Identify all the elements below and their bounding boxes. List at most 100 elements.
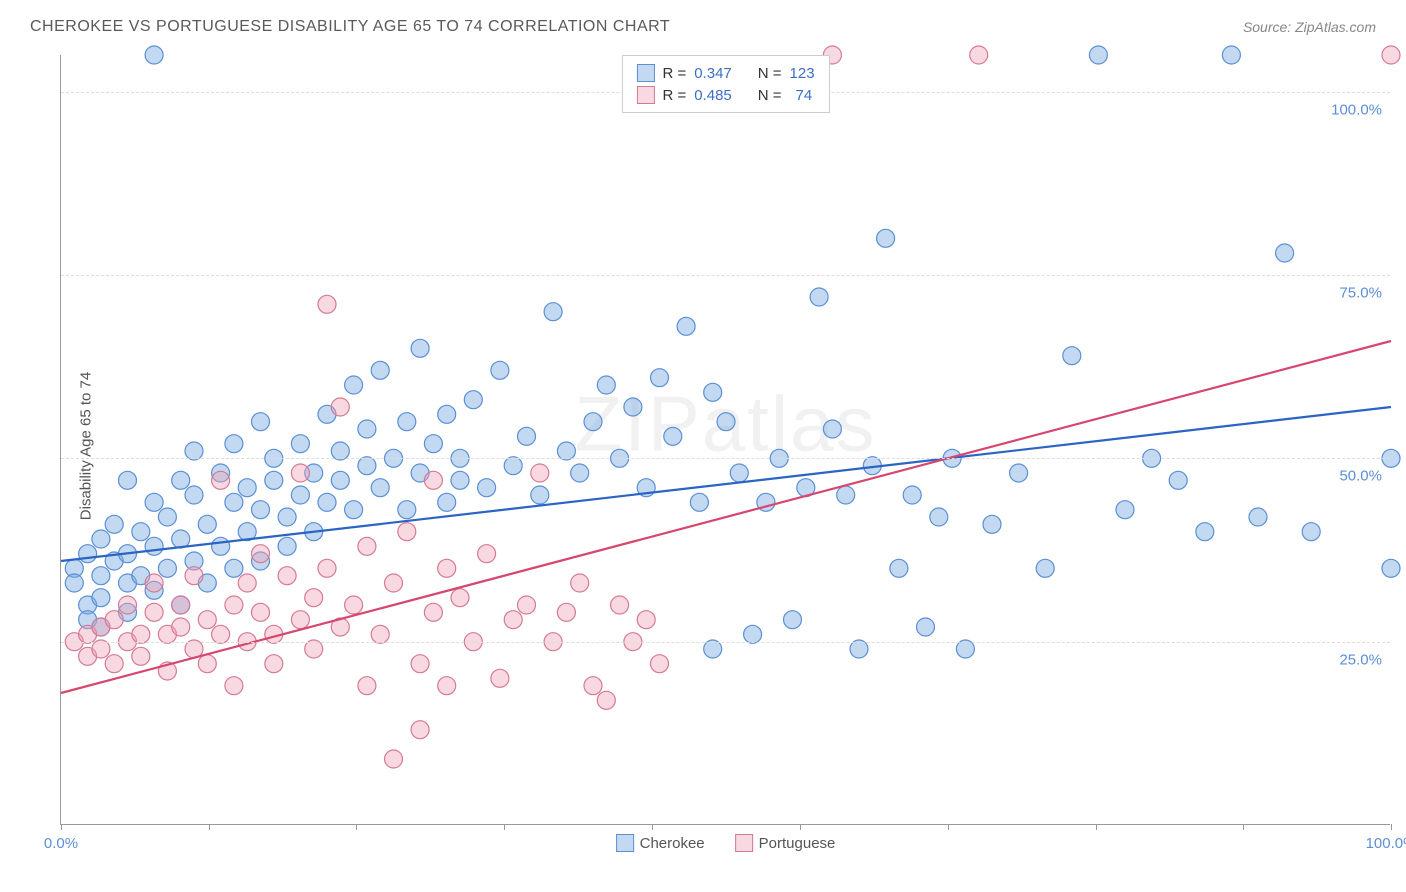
data-point: [411, 655, 429, 673]
data-point: [145, 46, 163, 64]
data-point: [172, 530, 190, 548]
data-point: [198, 655, 216, 673]
data-point: [185, 567, 203, 585]
data-point: [544, 303, 562, 321]
data-point: [584, 413, 602, 431]
data-point: [837, 486, 855, 504]
data-point: [225, 596, 243, 614]
data-point: [132, 523, 150, 541]
data-point: [145, 537, 163, 555]
data-point: [238, 574, 256, 592]
data-point: [371, 361, 389, 379]
data-point: [172, 596, 190, 614]
data-point: [345, 376, 363, 394]
data-point: [810, 288, 828, 306]
source-name: ZipAtlas.com: [1295, 19, 1376, 35]
data-point: [597, 691, 615, 709]
data-point: [491, 669, 509, 687]
r-label: R =: [662, 87, 686, 104]
data-point: [265, 471, 283, 489]
data-point: [983, 515, 1001, 533]
data-point: [877, 229, 895, 247]
data-point: [132, 625, 150, 643]
data-point: [464, 391, 482, 409]
data-point: [145, 574, 163, 592]
data-point: [1169, 471, 1187, 489]
legend-item-cherokee: Cherokee: [616, 834, 705, 852]
data-point: [504, 457, 522, 475]
data-point: [1196, 523, 1214, 541]
data-point: [930, 508, 948, 526]
data-point: [278, 508, 296, 526]
data-point: [291, 611, 309, 629]
data-point: [252, 413, 270, 431]
data-point: [411, 339, 429, 357]
data-point: [212, 537, 230, 555]
data-point: [478, 479, 496, 497]
data-point: [198, 611, 216, 629]
n-label: N =: [758, 87, 782, 104]
data-point: [358, 457, 376, 475]
data-point: [105, 611, 123, 629]
data-point: [145, 493, 163, 511]
data-point: [252, 501, 270, 519]
data-point: [318, 295, 336, 313]
data-point: [704, 640, 722, 658]
y-tick-label: 75.0%: [1339, 285, 1382, 302]
data-point: [717, 413, 735, 431]
x-tick: [948, 824, 949, 830]
data-point: [823, 420, 841, 438]
x-tick-label-max: 100.0%: [1366, 835, 1406, 852]
data-point: [451, 471, 469, 489]
chart-canvas: [61, 55, 1390, 824]
data-point: [597, 376, 615, 394]
data-point: [531, 464, 549, 482]
data-point: [65, 574, 83, 592]
series-legend: Cherokee Portuguese: [616, 834, 836, 852]
r-value-portuguese: 0.485: [694, 87, 732, 104]
data-point: [1036, 559, 1054, 577]
data-point: [1302, 523, 1320, 541]
data-point: [784, 611, 802, 629]
data-point: [557, 603, 575, 621]
data-point: [119, 471, 137, 489]
n-value-cherokee: 123: [790, 65, 815, 82]
legend-label-portuguese: Portuguese: [759, 835, 836, 852]
x-tick: [61, 824, 62, 830]
data-point: [677, 317, 695, 335]
data-point: [92, 530, 110, 548]
source-attribution: Source: ZipAtlas.com: [1243, 19, 1376, 35]
data-point: [1089, 46, 1107, 64]
data-point: [956, 640, 974, 658]
y-tick-label: 25.0%: [1339, 651, 1382, 668]
x-tick: [209, 824, 210, 830]
data-point: [398, 523, 416, 541]
x-tick: [504, 824, 505, 830]
data-point: [305, 589, 323, 607]
chart-title: CHEROKEE VS PORTUGUESE DISABILITY AGE 65…: [30, 18, 670, 36]
data-point: [172, 471, 190, 489]
data-point: [850, 640, 868, 658]
data-point: [212, 625, 230, 643]
data-point: [92, 589, 110, 607]
data-point: [651, 369, 669, 387]
data-point: [624, 398, 642, 416]
correlation-legend: R = 0.347 N = 123 R = 0.485 N = 74: [621, 55, 829, 113]
data-point: [1222, 46, 1240, 64]
data-point: [518, 596, 536, 614]
data-point: [158, 559, 176, 577]
data-point: [331, 398, 349, 416]
data-point: [371, 625, 389, 643]
data-point: [225, 559, 243, 577]
legend-row-portuguese: R = 0.485 N = 74: [636, 84, 814, 106]
data-point: [158, 508, 176, 526]
data-point: [79, 545, 97, 563]
legend-row-cherokee: R = 0.347 N = 123: [636, 62, 814, 84]
data-point: [345, 501, 363, 519]
x-tick: [1096, 824, 1097, 830]
data-point: [265, 655, 283, 673]
data-point: [238, 479, 256, 497]
data-point: [690, 493, 708, 511]
data-point: [411, 721, 429, 739]
data-point: [198, 515, 216, 533]
